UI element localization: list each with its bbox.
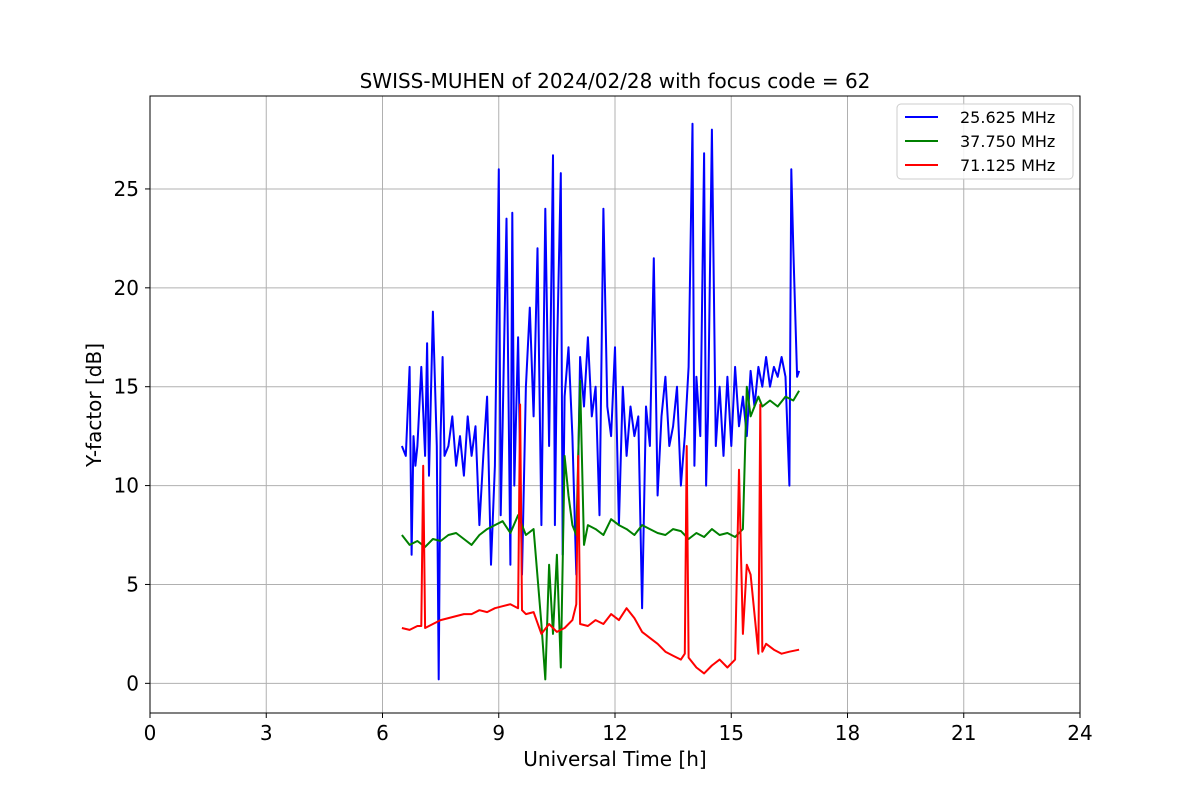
x-tick-label-5: 15 [719, 721, 744, 745]
y-tick-label-4: 20 [114, 276, 139, 300]
series-layer [400, 122, 801, 681]
y-tick-label-2: 10 [114, 474, 139, 498]
legend-label-2: 71.125 MHz [960, 156, 1055, 175]
x-tick-label-2: 6 [376, 721, 389, 745]
chart-title: SWISS-MUHEN of 2024/02/28 with focus cod… [360, 69, 871, 93]
x-tick-label-6: 18 [835, 721, 860, 745]
x-tick-label-4: 12 [602, 721, 627, 745]
legend-box [896, 103, 1074, 180]
x-tick-label-1: 3 [260, 721, 273, 745]
x-axis-label: Universal Time [h] [523, 747, 706, 771]
legend-label-0: 25.625 MHz [960, 108, 1055, 127]
ticks-layer: 0 3 6 9 12 15 18 21 24 0 5 10 15 20 25 [114, 177, 1093, 745]
y-tick-label-0: 0 [126, 671, 139, 695]
x-tick-label-0: 0 [144, 721, 157, 745]
legend: 25.625 MHz 37.750 MHz 71.125 MHz [896, 103, 1074, 180]
x-tick-label-8: 24 [1067, 721, 1092, 745]
y-axis-label: Y-factor [dB] [82, 343, 106, 468]
y-tick-label-3: 15 [114, 375, 139, 399]
series-line-1 [401, 379, 800, 681]
series-line-0 [400, 122, 801, 681]
x-tick-label-7: 21 [951, 721, 976, 745]
y-tick-label-1: 5 [126, 572, 139, 596]
y-tick-label-5: 25 [114, 177, 139, 201]
x-tick-label-3: 9 [492, 721, 505, 745]
legend-label-1: 37.750 MHz [960, 132, 1055, 151]
series-line-2 [401, 403, 800, 675]
